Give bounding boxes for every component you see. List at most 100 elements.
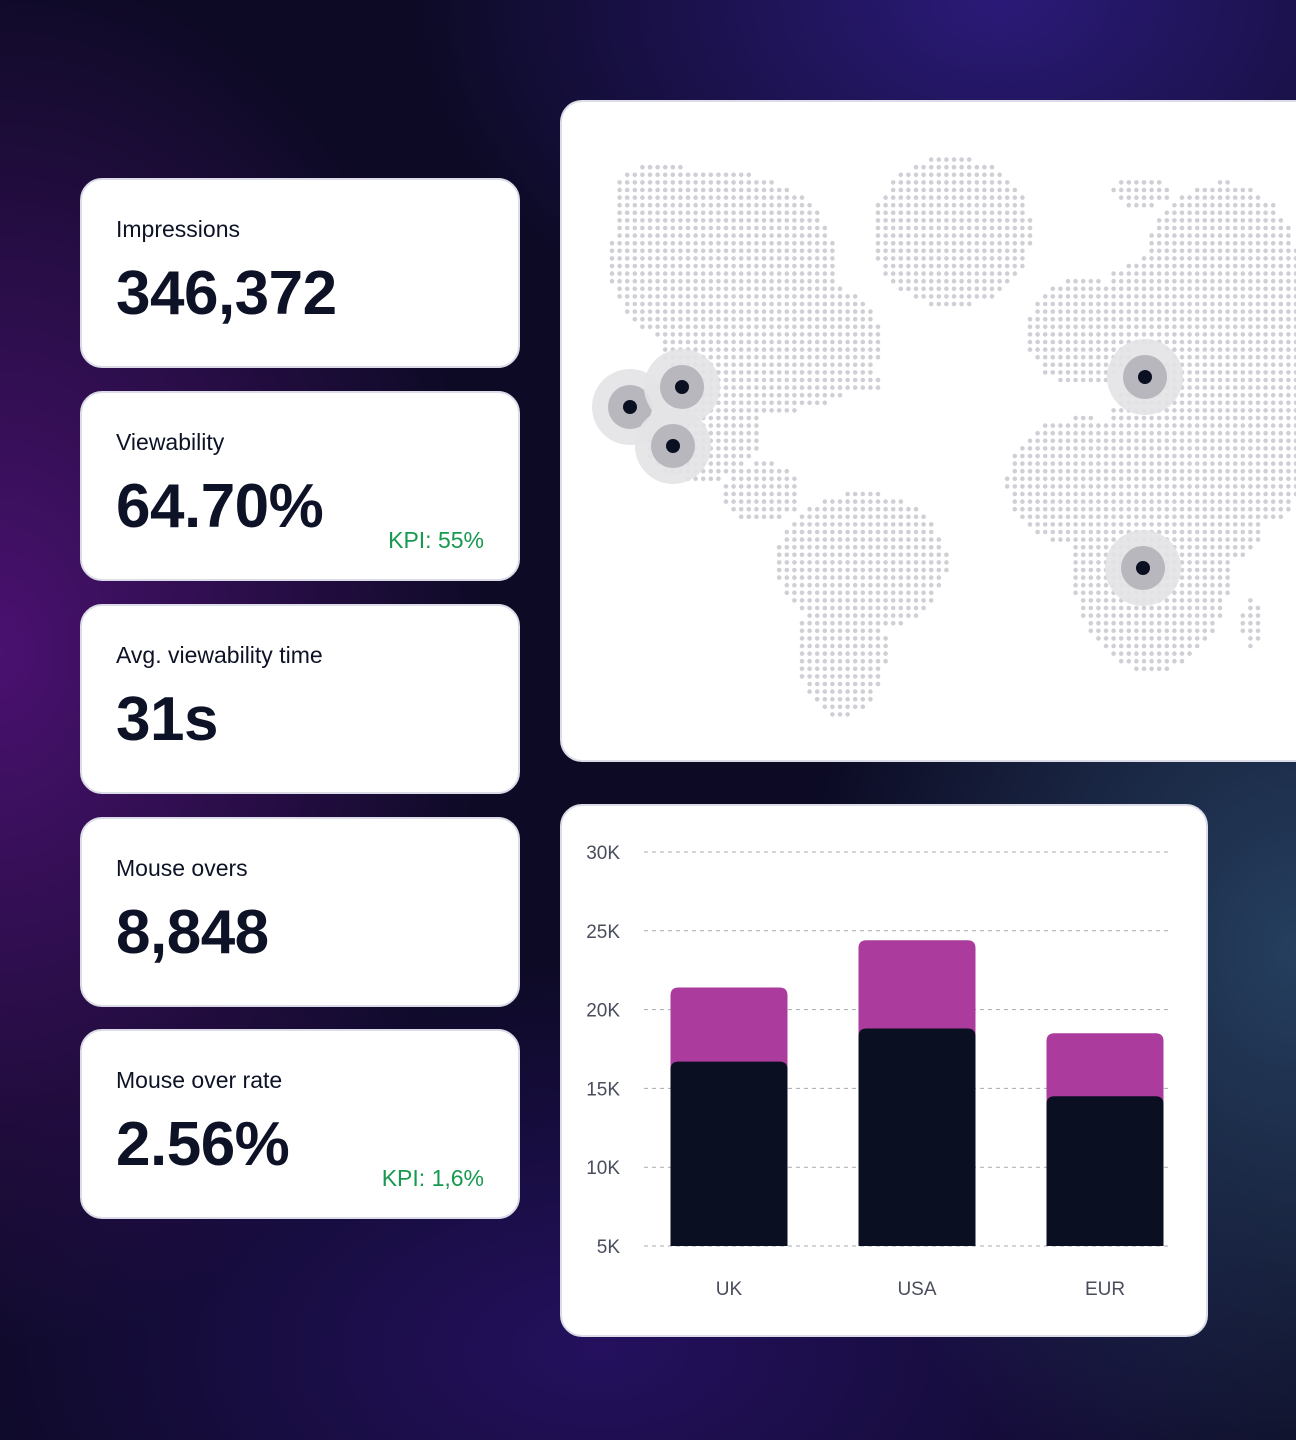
map-dot [959, 271, 964, 276]
map-dot [738, 453, 744, 459]
map-dot [974, 187, 980, 193]
map-dot [1263, 408, 1268, 413]
map-dot [890, 256, 896, 261]
map-dot [1248, 187, 1253, 193]
map-dot [1232, 484, 1238, 489]
map-dot [1118, 658, 1124, 664]
map-dot [928, 271, 934, 276]
map-dot [890, 187, 896, 193]
map-dot [890, 263, 896, 269]
map-dot [966, 240, 972, 246]
map-dot [1270, 354, 1276, 360]
map-dot [731, 347, 736, 352]
map-dot [1278, 278, 1284, 284]
map-dot [822, 233, 828, 238]
map-dot [890, 552, 896, 558]
map-dot [640, 316, 645, 322]
map-dot [890, 210, 896, 216]
map-dot [1248, 620, 1253, 626]
map-dot [1012, 491, 1018, 497]
map-dot [860, 370, 866, 375]
map-dot [830, 658, 835, 664]
map-dot [1194, 294, 1200, 299]
map-dot [1156, 628, 1162, 634]
kpi-card: Impressions 346,372 [80, 178, 520, 368]
map-dot [738, 172, 744, 178]
map-dot [1042, 316, 1048, 322]
map-dot [1240, 392, 1246, 398]
map-dot [1217, 461, 1223, 466]
map-dot [928, 240, 934, 246]
map-dot [723, 187, 729, 193]
map-dot [655, 286, 660, 292]
map-dot [1179, 537, 1185, 542]
map-dot [1156, 218, 1162, 223]
map-dot [913, 202, 919, 208]
map-dot [830, 392, 835, 398]
map-dot [830, 263, 835, 269]
map-dot [738, 309, 744, 314]
map-dot [890, 218, 896, 223]
y-tick-label: 20K [586, 1001, 620, 1022]
map-dot [845, 681, 850, 687]
map-dot [928, 575, 934, 580]
map-dot [1172, 628, 1177, 634]
map-dot [860, 636, 866, 641]
map-dot [852, 704, 858, 710]
map-dot [678, 164, 683, 170]
map-dot [769, 316, 774, 322]
map-dot [617, 286, 622, 292]
map-dot [1255, 620, 1261, 626]
map-dot [1126, 605, 1132, 611]
map-dot [1035, 339, 1040, 345]
map-dot [1270, 385, 1276, 390]
map-dot [1232, 187, 1238, 193]
map-dot [928, 590, 934, 596]
map-dot [1263, 278, 1268, 284]
map-dot [647, 256, 653, 261]
map-dot [875, 514, 881, 520]
map-dot [640, 324, 645, 330]
map-dot [731, 499, 736, 504]
map-dot [799, 324, 805, 330]
map-dot [1126, 658, 1132, 664]
map-dot [814, 392, 820, 398]
map-dot [1111, 461, 1116, 466]
map-dot [624, 240, 630, 246]
map-dot [875, 590, 881, 596]
map-dot [1210, 210, 1215, 216]
map-dot [1073, 377, 1078, 383]
map-dot [852, 590, 858, 596]
map-dot [868, 696, 873, 702]
map-dot [959, 157, 964, 162]
map-dot [693, 218, 698, 223]
map-dot [1065, 370, 1071, 375]
map-dot [1293, 354, 1296, 360]
map-dot [1255, 430, 1261, 436]
map-dot [1217, 560, 1223, 565]
map-dot [1210, 271, 1215, 276]
map-dot [700, 271, 706, 276]
map-dot [632, 248, 638, 254]
map-dot [746, 362, 752, 368]
map-dot [807, 392, 812, 398]
map-dot [1210, 522, 1215, 527]
map-dot [1149, 499, 1154, 504]
map-dot [1156, 423, 1162, 428]
map-dot [822, 590, 828, 596]
map-dot [1248, 263, 1253, 269]
map-dot [716, 324, 721, 330]
map-dot [647, 286, 653, 292]
map-dot [822, 582, 828, 588]
map-dot [632, 187, 638, 193]
map-dot [784, 263, 790, 269]
map-dot [1255, 233, 1261, 238]
map-dot [1202, 499, 1208, 504]
map-dot [746, 408, 752, 413]
map-dot [761, 461, 767, 466]
map-dot [1096, 552, 1101, 558]
map-dot [1270, 263, 1276, 269]
map-dot [822, 400, 828, 406]
map-dot [1248, 491, 1253, 497]
map-dot [746, 506, 752, 512]
